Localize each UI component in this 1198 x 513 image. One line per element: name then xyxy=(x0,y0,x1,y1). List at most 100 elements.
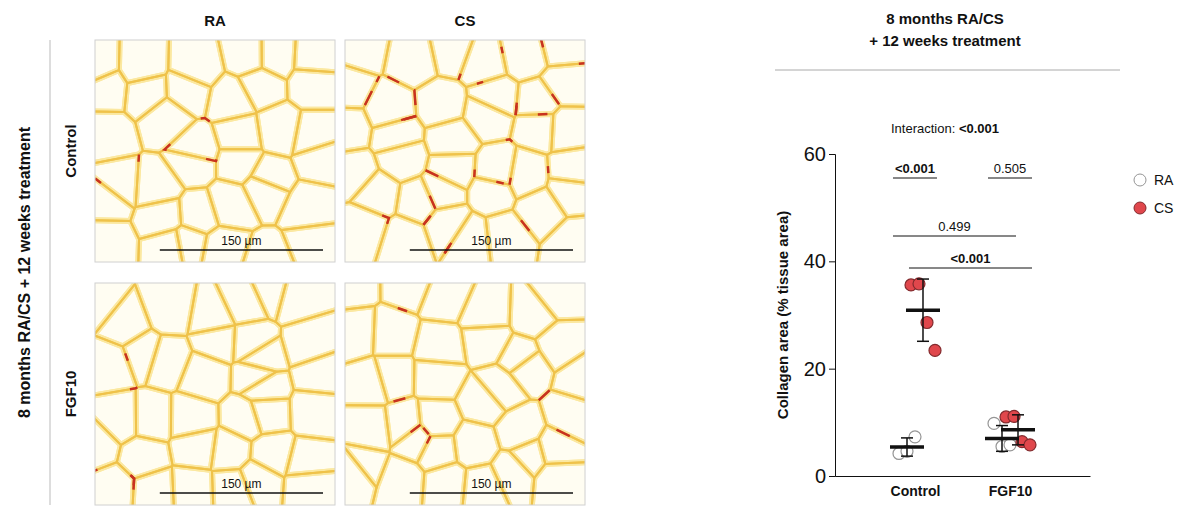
scale-bar xyxy=(160,249,323,251)
collagen-stain xyxy=(516,76,561,115)
tissue-septum xyxy=(513,187,567,244)
tissue-septum xyxy=(539,61,585,107)
tissue-septum xyxy=(251,399,291,435)
tissue-halo xyxy=(461,463,519,505)
annotation-part: Interaction: xyxy=(891,121,959,136)
tissue-halo xyxy=(539,390,585,453)
collagen-stain xyxy=(474,139,516,184)
tissue-septum xyxy=(187,325,235,365)
collagen-stain xyxy=(95,462,134,505)
scale-bar-label: 150 µm xyxy=(471,477,511,491)
annotation: Interaction: <0.001 xyxy=(891,121,999,136)
legend-swatch xyxy=(1134,174,1146,186)
micrograph-image xyxy=(95,40,335,262)
y-axis: 0204060 xyxy=(804,143,836,487)
scale-bar-label: 150 µm xyxy=(471,234,511,248)
tissue-halo xyxy=(95,462,134,505)
tissue-halo xyxy=(457,283,512,328)
collagen-stain xyxy=(536,40,585,66)
micrograph-image xyxy=(95,283,335,505)
tissue-halo xyxy=(172,465,214,505)
x-tick-label: FGF10 xyxy=(989,483,1033,499)
tissue-septum xyxy=(426,40,481,80)
collagen-stain xyxy=(345,202,389,262)
tissue-halo xyxy=(281,221,335,262)
tissue-septum xyxy=(238,68,288,112)
tissue-septum xyxy=(117,436,173,479)
tissue-septum xyxy=(426,154,476,190)
y-tick: 60 xyxy=(804,143,835,165)
scale-bar xyxy=(160,492,323,494)
tissue-septum xyxy=(130,198,181,239)
tissue-septum xyxy=(423,204,472,262)
legend-label: CS xyxy=(1154,200,1173,216)
collagen-stain xyxy=(458,40,507,87)
collagen-stain xyxy=(516,76,561,115)
tissue-halo xyxy=(539,425,585,464)
tissue-septum xyxy=(242,176,290,225)
comparison-label: 0.499 xyxy=(938,219,971,234)
collagen-stain xyxy=(95,462,134,505)
tissue-halo xyxy=(132,466,175,505)
micrograph-frame xyxy=(95,283,335,505)
tissue-septum xyxy=(145,335,192,394)
error-bar-cap xyxy=(996,425,1008,427)
legend-item: RA xyxy=(1134,172,1174,188)
mean-line xyxy=(906,308,940,312)
tissue-septum xyxy=(168,429,216,470)
collagen-stain xyxy=(423,204,472,262)
collagen-stain xyxy=(380,283,438,315)
tissue-septum xyxy=(551,106,585,152)
tissue-halo xyxy=(281,469,335,505)
tissue-septum xyxy=(345,202,389,262)
error-bar-cap xyxy=(1012,414,1024,416)
micrograph: 150 µm xyxy=(75,263,355,513)
tissue-septum xyxy=(374,356,414,403)
tissue-septum xyxy=(550,339,585,406)
tissue-septum xyxy=(95,40,120,89)
legend: RA CS xyxy=(1134,172,1174,216)
comparison-bracket xyxy=(893,178,937,179)
tissue-septum xyxy=(368,453,425,505)
tissue-septum xyxy=(536,40,585,66)
tissue-septum xyxy=(286,435,335,475)
tissue-septum xyxy=(516,76,561,115)
tissue-halo xyxy=(281,304,335,367)
comparison-label: 0.505 xyxy=(994,161,1027,176)
mean-line xyxy=(985,437,1019,441)
tissue-septum xyxy=(206,283,268,325)
legend-item: CS xyxy=(1134,200,1173,216)
tissue-septum xyxy=(414,76,467,128)
y-tick-mark xyxy=(829,369,835,370)
data-point xyxy=(1024,439,1036,451)
chart-title-line: 8 months RA/CS xyxy=(886,10,1004,27)
annotation-part: <0.001 xyxy=(959,121,999,136)
tissue-septum xyxy=(458,40,507,87)
chart-title: 8 months RA/CS+ 12 weeks treatment xyxy=(869,10,1020,49)
column-label: RA xyxy=(204,12,226,29)
tissue-septum xyxy=(424,118,482,155)
tissue-septum xyxy=(281,469,335,505)
tissue-septum xyxy=(457,283,512,328)
tissue-septum xyxy=(455,370,506,426)
y-tick-label: 60 xyxy=(804,143,826,165)
tissue-halo xyxy=(512,283,585,320)
tissue-halo xyxy=(539,61,585,107)
tissue-septum xyxy=(546,178,585,217)
tissue-septum xyxy=(534,214,585,262)
y-tick: 0 xyxy=(815,465,835,487)
collagen-stain xyxy=(510,146,549,200)
collagen-stain xyxy=(389,425,430,464)
tissue-septum xyxy=(363,74,416,128)
tissue-halo xyxy=(535,319,585,373)
tissue-septum xyxy=(239,371,294,401)
micrograph: 150 µm xyxy=(75,20,355,282)
tissue-septum xyxy=(136,386,172,442)
tissue-septum xyxy=(383,40,438,90)
x-axis: ControlFGF10 xyxy=(836,476,1091,499)
tissue-septum xyxy=(289,345,335,396)
tissue-septum xyxy=(539,425,585,464)
tissue-septum xyxy=(135,283,200,336)
tissue-septum xyxy=(417,283,483,323)
scale-bar xyxy=(410,492,573,494)
